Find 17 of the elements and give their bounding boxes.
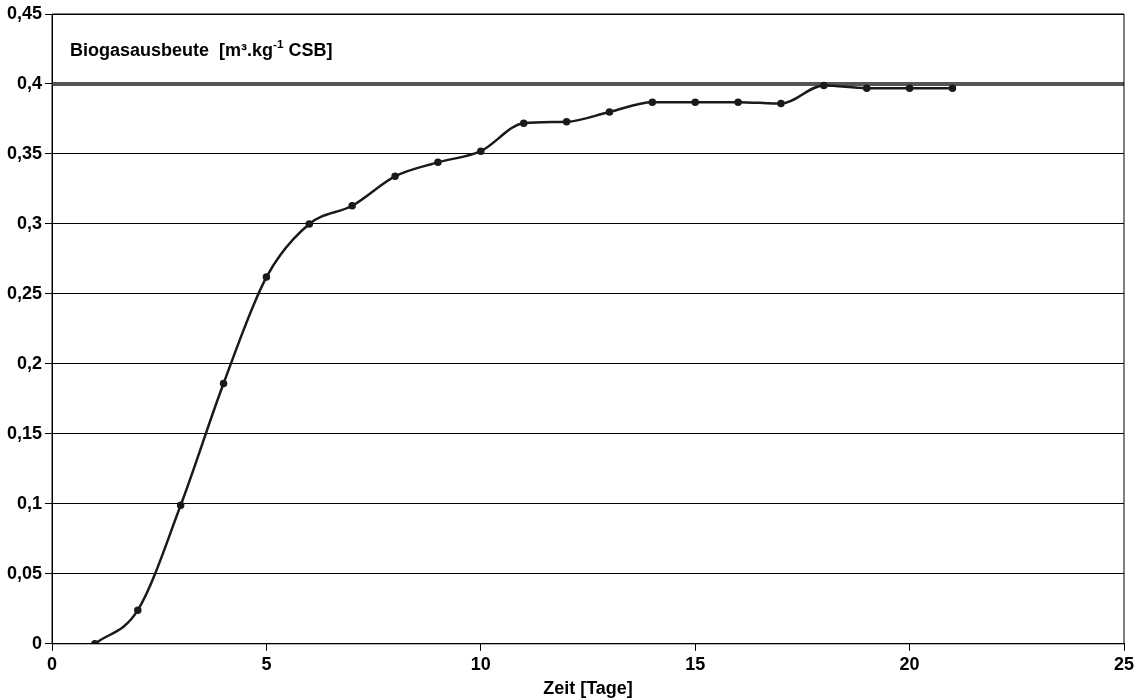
x-axis-title: Zeit [Tage]	[543, 678, 633, 699]
y-tick-label: 0,1	[17, 492, 43, 513]
y-tick-label: 0,05	[6, 562, 43, 583]
y-tick-label: 0,2	[17, 352, 43, 373]
x-tick-label: 10	[470, 653, 491, 674]
x-tick-label: 20	[899, 653, 920, 674]
x-tick-label: 25	[1113, 653, 1135, 674]
x-tick-label: 5	[261, 653, 272, 674]
y-tick-label: 0	[32, 632, 43, 653]
x-tick-label: 0	[47, 653, 58, 674]
y-tick-label: 0,25	[6, 282, 43, 303]
y-tick-label: 0,4	[17, 72, 43, 93]
y-tick-label: 0,3	[17, 212, 43, 233]
x-tick-label: 15	[685, 653, 706, 674]
y-tick-label: 0,35	[6, 142, 43, 163]
y-tick-label: 0,15	[6, 422, 43, 443]
y-tick-label: 0,45	[6, 2, 43, 23]
